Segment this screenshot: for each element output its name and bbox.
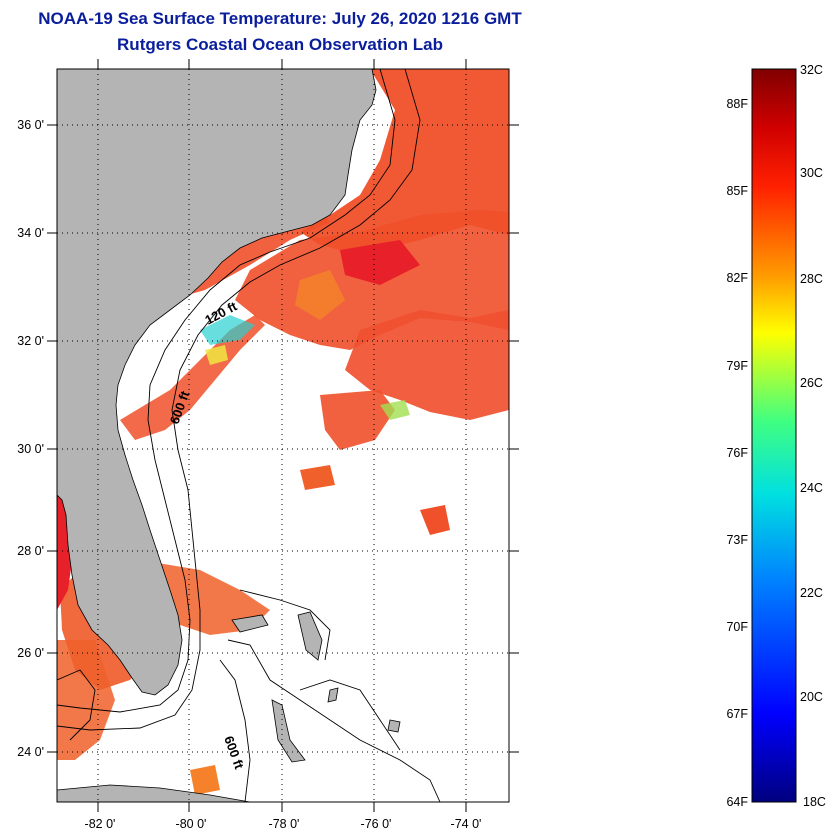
lat-label: 36 0' — [17, 118, 44, 132]
lon-label: -78 0' — [269, 817, 300, 831]
lon-label: -76 0' — [361, 817, 392, 831]
lat-label: 30 0' — [17, 442, 44, 456]
fahrenheit-label: 64F — [726, 795, 748, 809]
fahrenheit-label: 79F — [726, 359, 748, 373]
land-bahamas — [231, 611, 401, 763]
fahrenheit-label: 70F — [726, 620, 748, 634]
celsius-label: 28C — [800, 272, 823, 286]
lat-label: 28 0' — [17, 544, 44, 558]
lon-label: -82 0' — [85, 817, 116, 831]
fahrenheit-label: 67F — [726, 707, 748, 721]
colorbar-celsius-labels: 32C 30C 28C 26C 24C 22C 20C 18C — [800, 63, 826, 809]
celsius-label: 20C — [800, 690, 823, 704]
lat-label: 32 0' — [17, 334, 44, 348]
fahrenheit-label: 82F — [726, 271, 748, 285]
axis-ticks — [47, 59, 519, 812]
fahrenheit-label: 88F — [726, 97, 748, 111]
latitude-labels: 36 0' 34 0' 32 0' 30 0' 28 0' 26 0' 24 0… — [17, 118, 44, 759]
fahrenheit-label: 85F — [726, 184, 748, 198]
celsius-label: 26C — [800, 376, 823, 390]
celsius-label: 32C — [800, 63, 823, 77]
lat-label: 26 0' — [17, 646, 44, 660]
bathymetry-contours — [57, 69, 441, 802]
fahrenheit-label: 73F — [726, 533, 748, 547]
lon-label: -74 0' — [451, 817, 482, 831]
celsius-label: 22C — [800, 586, 823, 600]
land-cuba — [57, 784, 251, 802]
map-subtitle: Rutgers Coastal Ocean Observation Lab — [117, 35, 443, 54]
graticule — [57, 69, 509, 802]
fahrenheit-label: 76F — [726, 446, 748, 460]
celsius-label: 18C — [803, 795, 826, 809]
temperature-colorbar — [751, 68, 797, 803]
lat-label: 34 0' — [17, 226, 44, 240]
map-frame — [56, 68, 510, 803]
lon-label: -80 0' — [176, 817, 207, 831]
longitude-labels: -82 0' -80 0' -78 0' -76 0' -74 0' — [85, 817, 482, 831]
land-mainland — [57, 69, 377, 696]
celsius-label: 30C — [800, 166, 823, 180]
lat-label: 24 0' — [17, 745, 44, 759]
celsius-label: 24C — [800, 481, 823, 495]
map-title: NOAA-19 Sea Surface Temperature: July 26… — [38, 9, 522, 28]
colorbar-fahrenheit-labels: 88F 85F 82F 79F 76F 73F 70F 67F 64F — [726, 97, 748, 809]
